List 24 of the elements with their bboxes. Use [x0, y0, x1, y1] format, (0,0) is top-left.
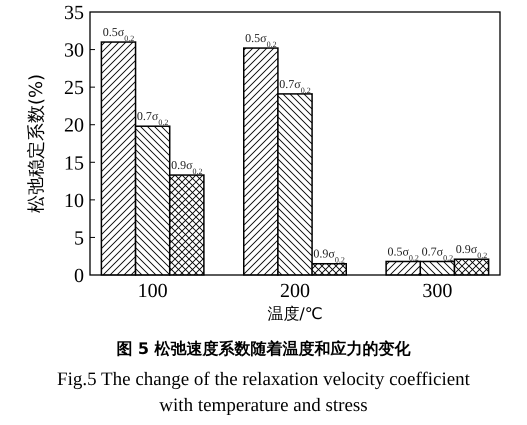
y-axis-title: 松弛稳定系数(%)	[26, 74, 47, 214]
text: 0.9σ$_{0.2}$	[313, 246, 345, 264]
text: 0.7σ$_{0.2}$	[422, 244, 454, 262]
text: 0.5σ$_{0.2}$	[245, 31, 277, 49]
text: Fig.5 The change of the relaxation velocity coefficient with temperature and stress	[57, 369, 471, 416]
series-label: 0.5σ$_{0.2}$	[102, 25, 134, 43]
y-tick-label: 10	[64, 190, 84, 212]
x-tick-label: 100	[138, 280, 168, 302]
text: 0.9σ$_{0.2}$	[456, 242, 488, 260]
y-tick-label: 25	[64, 77, 84, 100]
y-tick-label: 20	[64, 114, 84, 137]
y-tick-label: 0	[74, 265, 84, 287]
series-label: 0.9σ$_{0.2}$	[171, 158, 203, 176]
text: 图 5 松弛速度系数随着温度和应力的变化	[116, 339, 412, 358]
text: 0.7σ$_{0.2}$	[279, 76, 311, 94]
x-tick-label: 300	[422, 280, 452, 302]
y-tick-label: 5	[74, 227, 84, 250]
text: 0.5σ$_{0.2}$	[387, 244, 419, 262]
series-label: 0.7σ$_{0.2}$	[136, 109, 168, 127]
x-axis-title: 温度/℃	[267, 304, 323, 323]
y-tick-label: 30	[64, 40, 84, 62]
y-tick-label: 35	[64, 2, 84, 24]
x-tick-label: 200	[280, 280, 310, 302]
y-tick-label: 15	[64, 152, 84, 174]
